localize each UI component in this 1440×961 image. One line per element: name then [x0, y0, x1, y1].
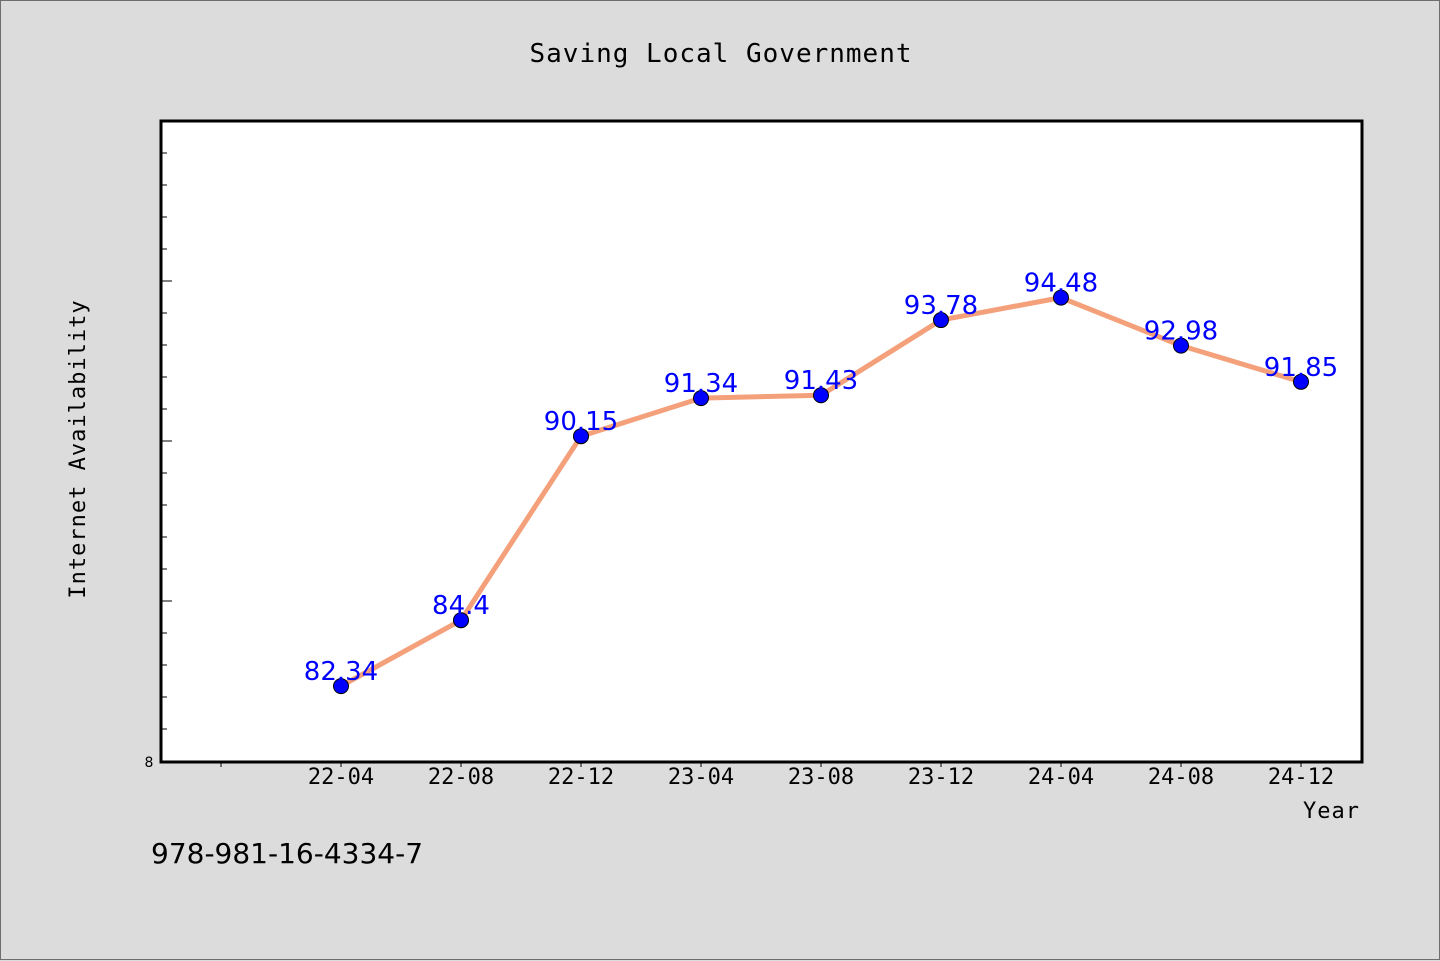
data-label: 91.85 [1264, 353, 1338, 383]
chart-title: Saving Local Government [529, 39, 912, 69]
x-tick-label: 22-08 [428, 765, 494, 790]
x-tick-label: 23-12 [908, 765, 974, 790]
x-tick-label: 24-12 [1268, 765, 1334, 790]
data-point [1173, 337, 1189, 354]
data-point [573, 428, 589, 445]
x-tick-label: 23-08 [788, 765, 854, 790]
x-tick-label: 22-04 [308, 765, 374, 790]
data-point [813, 387, 829, 404]
data-point [933, 312, 949, 329]
x-tick-label: 22-12 [548, 765, 614, 790]
x-tick-label: 24-04 [1028, 765, 1094, 790]
data-point [453, 612, 469, 629]
series-points [333, 289, 1309, 695]
data-label: 91.34 [664, 369, 738, 399]
data-label: 82.34 [304, 657, 378, 687]
data-label: 94.48 [1024, 269, 1098, 299]
x-tick-label: 24-08 [1148, 765, 1214, 790]
series-data-labels: 82.34 84.4 90.15 91.34 91.43 93.78 94.48 92.98 9… [304, 269, 1338, 687]
y-tick-label: 8 [145, 755, 154, 771]
x-axis-label: Year [1303, 799, 1360, 824]
x-axis-ticks: 22-04 22-08 22-12 23-04 23-08 23-12 24-04 24-08… [220, 762, 1334, 790]
data-point [693, 390, 709, 407]
data-label: 91.43 [784, 366, 858, 396]
data-label: 90.15 [544, 407, 618, 437]
data-label: 84.4 [432, 591, 490, 621]
data-label: 93.78 [904, 291, 978, 321]
x-tick-label: 23-04 [668, 765, 734, 790]
data-point [1053, 289, 1069, 306]
data-label: 92.98 [1144, 317, 1218, 347]
data-point [1293, 373, 1309, 390]
y-axis-label: Internet Availability [66, 299, 91, 598]
data-point [333, 678, 349, 695]
y-axis-ticks [160, 152, 172, 730]
plot-area [159, 119, 1364, 764]
isbn-text: 978-981-16-4334-7 [151, 837, 423, 870]
